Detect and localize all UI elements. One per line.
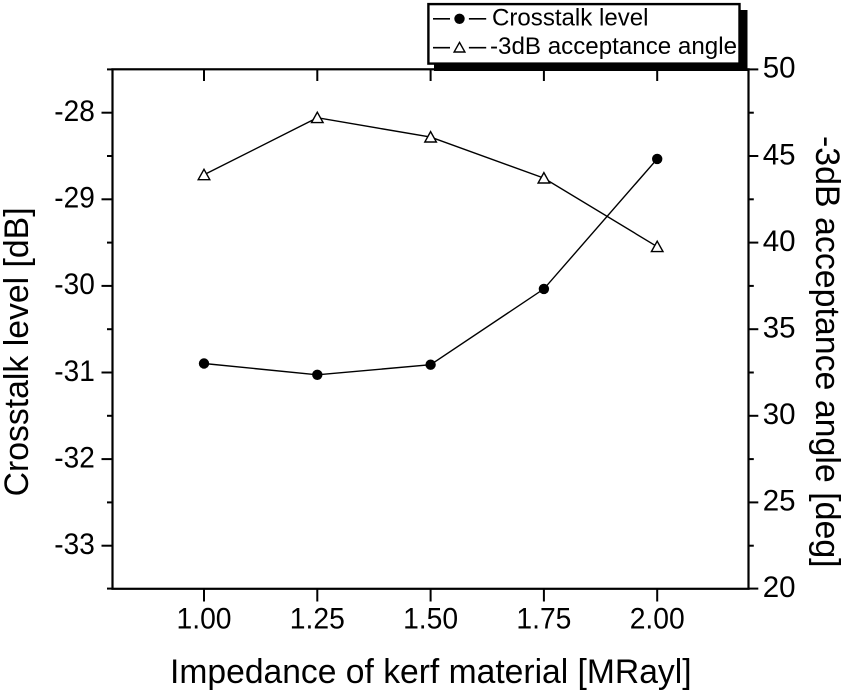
- svg-text:1.25: 1.25: [290, 603, 345, 636]
- svg-text:30: 30: [763, 398, 796, 431]
- svg-text:Crosstalk level: Crosstalk level: [492, 5, 649, 32]
- svg-text:40: 40: [763, 225, 796, 258]
- svg-text:1.50: 1.50: [403, 603, 458, 636]
- svg-text:1.00: 1.00: [177, 603, 232, 636]
- svg-text:-29: -29: [54, 182, 95, 215]
- svg-text:-30: -30: [54, 268, 95, 301]
- svg-text:35: 35: [763, 312, 796, 345]
- svg-text:45: 45: [763, 138, 796, 171]
- svg-text:25: 25: [763, 485, 796, 518]
- svg-text:1.75: 1.75: [516, 603, 571, 636]
- svg-text:20: 20: [763, 571, 796, 604]
- svg-text:2.00: 2.00: [630, 603, 685, 636]
- svg-text:-32: -32: [54, 441, 95, 474]
- svg-text:Impedance of kerf material [MR: Impedance of kerf material [MRayl]: [170, 653, 692, 691]
- svg-text:-3dB acceptance angle [deg]: -3dB acceptance angle [deg]: [808, 136, 846, 568]
- svg-text:Crosstalk level [dB]: Crosstalk level [dB]: [0, 207, 36, 496]
- svg-text:50: 50: [763, 52, 796, 85]
- svg-text:-28: -28: [54, 95, 95, 128]
- svg-text:-33: -33: [54, 528, 95, 561]
- svg-text:-3dB acceptance angle: -3dB acceptance angle: [490, 33, 737, 60]
- svg-text:-31: -31: [54, 355, 95, 388]
